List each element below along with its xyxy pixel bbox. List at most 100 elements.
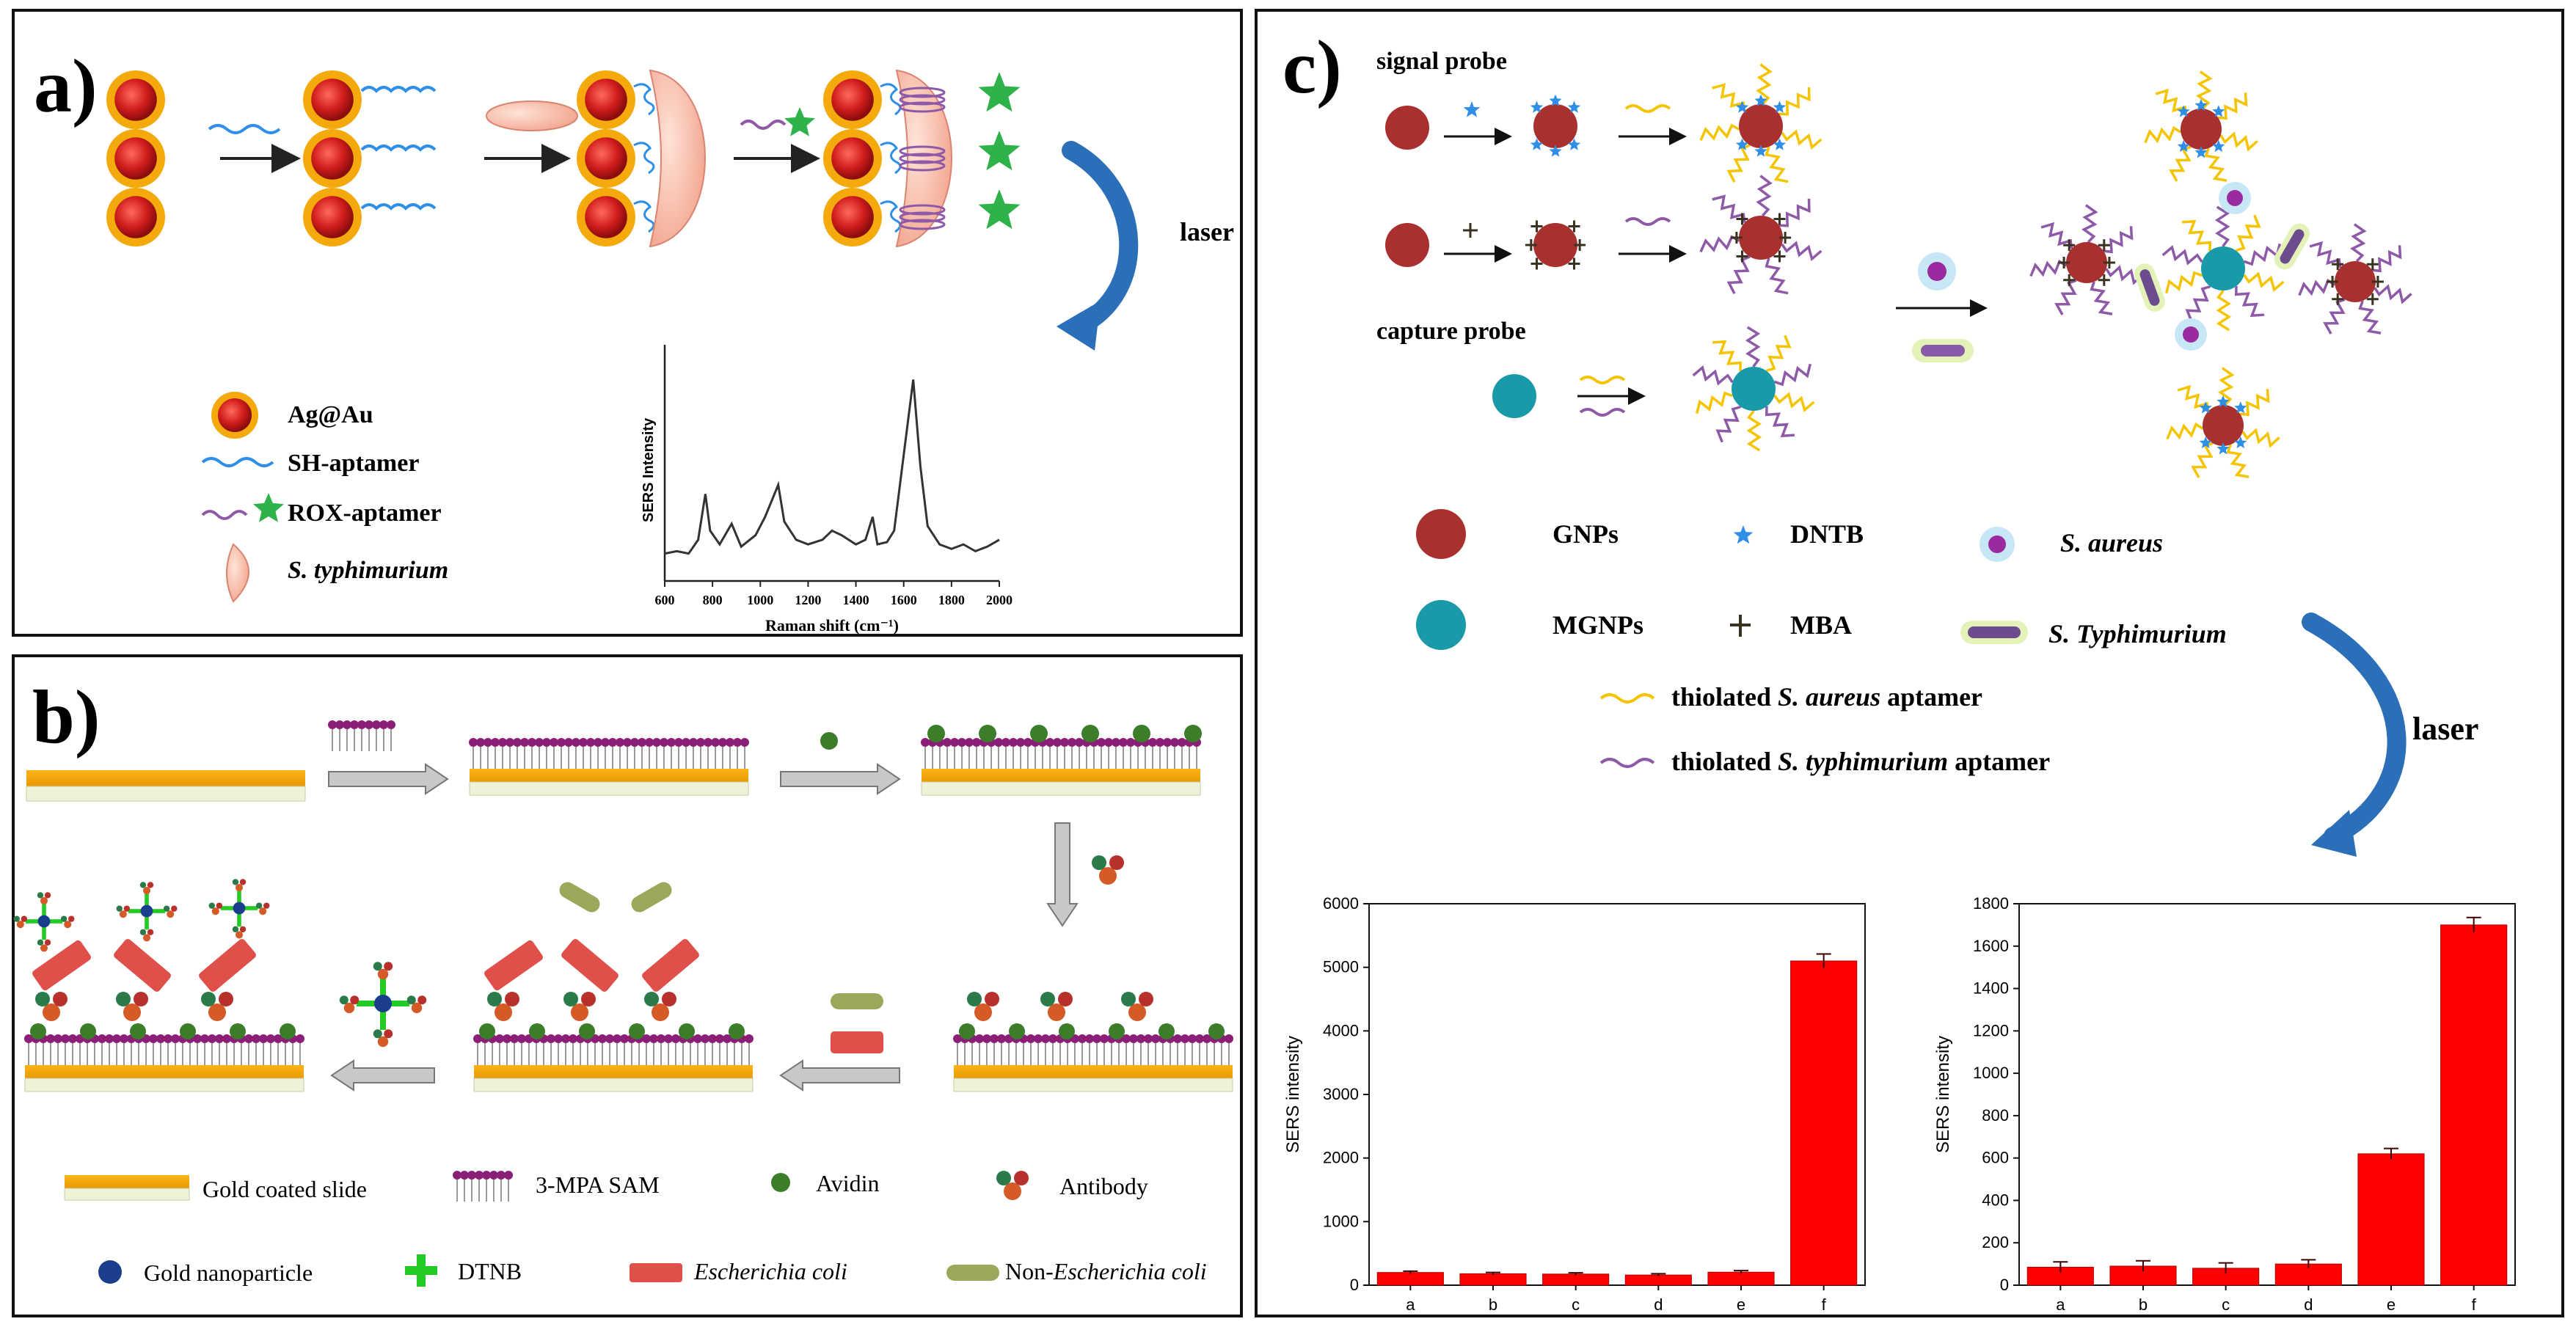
sam-head <box>504 1171 513 1180</box>
typh-apt-prefix: thiolated <box>1671 747 1778 776</box>
sam-head <box>1136 1034 1145 1043</box>
antibody-fc <box>119 910 127 918</box>
probe-aptamer <box>2243 271 2285 293</box>
mgnp-core <box>2201 246 2245 290</box>
mgnps-legend-icon <box>1416 600 1466 650</box>
laser-label-a: laser <box>1180 217 1234 246</box>
non-ecoli-cell <box>559 882 600 913</box>
sam-head <box>547 1034 555 1043</box>
legend-gold-np: Gold nanoparticle <box>144 1260 313 1286</box>
avidin-bound <box>1133 725 1150 742</box>
y-tick-label: 200 <box>1982 1233 2009 1251</box>
s-aureus-cell <box>2227 190 2243 206</box>
probe-aptamer <box>2217 367 2235 406</box>
y-axis-label: SERS intensity <box>1933 1036 1953 1153</box>
sam-head <box>972 738 981 747</box>
aureus-aptamer-reagent <box>1624 104 1671 113</box>
dntb-mark <box>1530 100 1544 113</box>
dntb-mark <box>1567 138 1581 150</box>
s-typhimurium-legend-icon <box>226 543 249 603</box>
sam-head <box>594 738 602 747</box>
legend-gold-slide: Gold coated slide <box>202 1176 367 1202</box>
sam-head <box>61 1034 70 1043</box>
s-typhimurium-reagent-icon <box>1912 339 1974 362</box>
antibody-arm <box>373 962 382 971</box>
signal-probe-title: signal probe <box>1376 48 1507 75</box>
ecoli-cell <box>484 940 543 991</box>
sam-head <box>586 738 595 747</box>
probe-aptamer <box>2323 298 2346 334</box>
antibody-arm <box>985 992 999 1006</box>
sam-head <box>674 738 683 747</box>
sam-head <box>1046 738 1054 747</box>
probe-aptamer <box>1745 326 1761 368</box>
capture-probe-icon <box>1692 326 1815 452</box>
avidin-reagent-icon <box>820 732 838 750</box>
probe-aptamer <box>2216 289 2232 332</box>
gnp-row2-icon <box>1385 223 1429 267</box>
x-tick-label: d <box>2304 1295 2313 1314</box>
sam-head <box>495 1034 504 1043</box>
sam-head <box>1126 738 1135 747</box>
antibody-fc <box>40 896 48 905</box>
bar-chart-aureus: 0 1000 2000 3000 4000 5000 6000 a b c d e f SERS inte… <box>1283 894 1866 1314</box>
typh-aptamer-legend-icon <box>1599 758 1655 768</box>
bar-f <box>1790 960 1858 1286</box>
sers-probe-reagent-icon <box>339 962 427 1048</box>
gray-arrow-b3 <box>779 1059 900 1092</box>
sam-head <box>1151 1034 1160 1043</box>
sam-head <box>1016 738 1025 747</box>
gnp-mba-icon <box>1525 220 1586 270</box>
sam-head <box>266 1034 275 1043</box>
x-tick-label: f <box>2472 1295 2477 1314</box>
spectrum-tick-label: 1200 <box>795 593 821 607</box>
glass-layer <box>473 1078 754 1092</box>
legend-non-ecoli-name: Escherichia coli <box>1053 1258 1207 1284</box>
probe-aptamer <box>1715 405 1742 443</box>
agau-core <box>114 137 157 180</box>
spectrum-tick-label: 600 <box>655 593 675 607</box>
y-tick-label: 5000 <box>1323 958 1359 976</box>
antibody-arm <box>163 905 170 912</box>
dntb-mark <box>2234 436 2247 449</box>
antibody-fc <box>16 921 24 929</box>
antibody-arm <box>1058 992 1073 1006</box>
gold-layer <box>922 769 1200 782</box>
gnp-core <box>2203 405 2244 446</box>
antibody-fc <box>1128 1004 1146 1021</box>
antibody-arm <box>505 992 519 1006</box>
x-tick-label: a <box>1406 1295 1415 1314</box>
avidin-bound <box>230 1023 246 1039</box>
bar-chart-typhimurium: 0 200 400 600 800 1000 1200 1400 1600 1800 a b c d e f S… <box>1933 894 2516 1314</box>
antibody-fc <box>495 1004 512 1021</box>
probe-aptamer <box>1773 363 1811 387</box>
sam-head <box>689 738 698 747</box>
bar-b <box>1459 1273 1527 1286</box>
ecoli-captured-slide <box>473 882 754 1092</box>
panel-c-legend: GNPs DNTB S. aureus MGNPs MBA S. Typhimu… <box>1416 509 2227 776</box>
legend-sh-aptamer: SH-aptamer <box>288 450 419 477</box>
agau-legend-icon <box>211 392 258 439</box>
aureus-aptamer-legend-icon <box>1599 693 1655 703</box>
rox-aptamer-reagent <box>740 120 787 130</box>
agau-column-4 <box>823 69 1021 248</box>
bound-aptamer <box>633 200 655 233</box>
sam-head <box>1163 738 1172 747</box>
agau-core <box>585 78 627 121</box>
probe-aptamer <box>2177 384 2210 412</box>
gold-layer <box>470 769 748 782</box>
sam-head <box>601 738 610 747</box>
probe-aptamer <box>2191 442 2214 478</box>
sam-head <box>616 738 624 747</box>
sam-head <box>1009 738 1018 747</box>
x-tick-label: c <box>2222 1295 2230 1314</box>
dntb-mark <box>1754 94 1767 106</box>
bare-gold-slide <box>26 770 306 802</box>
sam-head <box>740 738 749 747</box>
sam-head <box>1104 738 1113 747</box>
sam-head <box>489 1171 498 1180</box>
antibody-fc <box>167 910 175 918</box>
spectrum-tick-label: 1400 <box>843 593 869 607</box>
probe-aptamer <box>1699 235 1740 253</box>
antibody-arm <box>37 892 44 899</box>
